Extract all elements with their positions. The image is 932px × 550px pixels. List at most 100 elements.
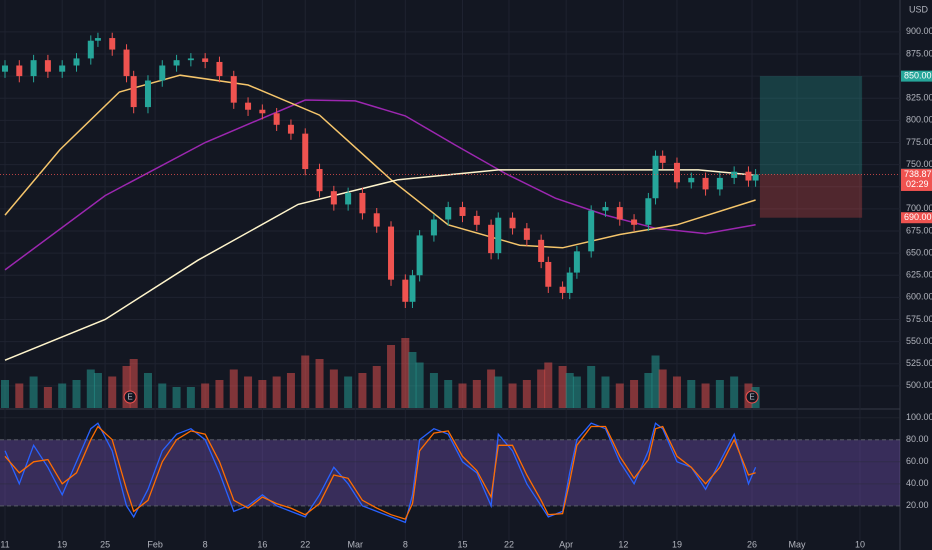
earnings-label: E — [749, 393, 754, 402]
candle-body — [345, 192, 352, 205]
volume-bar — [272, 376, 281, 408]
volume-bar — [43, 387, 52, 408]
candle-body — [416, 235, 423, 276]
y-tick-label: 875.00 — [906, 48, 932, 58]
volume-bar — [158, 383, 167, 408]
volume-bar — [415, 362, 424, 408]
y-tick-label: 500.00 — [906, 380, 932, 390]
volume-bar — [715, 380, 724, 408]
candle-body — [652, 155, 659, 199]
volume-bar — [537, 369, 546, 408]
candle-body — [631, 219, 638, 225]
candle-body — [673, 162, 680, 183]
candle-body — [523, 228, 530, 240]
y-tick-label: 550.00 — [906, 336, 932, 346]
earnings-marker — [745, 390, 759, 404]
volume-bar — [408, 352, 417, 408]
volume-bar — [672, 376, 681, 408]
candle-body — [302, 133, 309, 170]
candle-body — [2, 65, 9, 72]
volume-bar — [108, 376, 117, 408]
x-tick-label: 16 — [257, 539, 267, 549]
y-tick-label: 825.00 — [906, 93, 932, 103]
candle-body — [216, 61, 223, 77]
volume-bar — [143, 373, 152, 408]
candle-body — [488, 224, 495, 254]
volume-bar — [544, 362, 553, 408]
candle-body — [659, 155, 666, 163]
price-label-bg — [901, 168, 932, 191]
price-label: 738.87 — [904, 169, 932, 179]
candle-body — [230, 76, 237, 103]
volume-bar — [572, 376, 581, 408]
candle-body — [330, 191, 337, 205]
candle-body — [602, 207, 609, 211]
volume-bar — [615, 383, 624, 408]
candle-body — [359, 192, 366, 214]
volume-bar — [387, 345, 396, 408]
volume-bar — [58, 383, 67, 408]
volume-bar — [201, 383, 210, 408]
x-tick-label: 25 — [100, 539, 110, 549]
y-tick-label: 750.00 — [906, 159, 932, 169]
y-tick-label: 775.00 — [906, 137, 932, 147]
volume-bar — [730, 376, 739, 408]
volume-bar — [565, 373, 574, 408]
candle-body — [94, 38, 101, 41]
volume-bar — [687, 380, 696, 408]
y-tick-label: 700.00 — [906, 203, 932, 213]
y-tick-label: 40.00 — [906, 478, 929, 488]
volume-bar — [651, 355, 660, 408]
volume-bar — [558, 366, 567, 408]
volume-bar — [1, 380, 10, 408]
y-tick-label: 650.00 — [906, 247, 932, 257]
candle-body — [16, 65, 23, 77]
volume-bar — [701, 383, 710, 408]
volume-bar — [644, 373, 653, 408]
volume-bar — [344, 376, 353, 408]
price-label-bg — [901, 70, 932, 82]
candle-body — [130, 76, 137, 108]
candle-body — [645, 198, 652, 225]
volume-bar — [315, 359, 324, 408]
x-tick-label: Apr — [559, 539, 573, 549]
candle-body — [259, 109, 266, 114]
stop-zone — [759, 174, 863, 218]
volume-bar — [658, 369, 667, 408]
candle-body — [430, 219, 437, 236]
volume-bar — [522, 380, 531, 408]
x-tick-label: 10 — [855, 539, 865, 549]
y-tick-label: 20.00 — [906, 500, 929, 510]
candle-body — [44, 60, 51, 72]
volume-bar — [122, 366, 131, 408]
candle-body — [538, 239, 545, 262]
candle-body — [702, 177, 709, 190]
x-tick-label: 19 — [57, 539, 67, 549]
volume-bar — [401, 338, 410, 408]
volume-bar — [186, 387, 195, 408]
y-tick-label: 600.00 — [906, 292, 932, 302]
volume-bar — [93, 373, 102, 408]
volume-bar — [472, 380, 481, 408]
volume-bar — [129, 359, 138, 408]
volume-bar — [286, 373, 295, 408]
x-tick-label: May — [789, 539, 807, 549]
volume-bar — [508, 383, 517, 408]
candle-body — [752, 174, 759, 181]
volume-bar — [494, 376, 503, 408]
y-tick-label: 575.00 — [906, 314, 932, 324]
volume-bar — [301, 355, 310, 408]
candle-body — [459, 207, 466, 216]
volume-bar — [329, 369, 338, 408]
stoch-line — [4, 425, 756, 520]
volume-bar — [487, 369, 496, 408]
volume-bar — [229, 369, 238, 408]
x-tick-label: 11 — [0, 539, 9, 549]
y-tick-label: 80.00 — [906, 434, 929, 444]
x-tick-label: 15 — [458, 539, 468, 549]
y-tick-label: 60.00 — [906, 456, 929, 466]
candle-body — [573, 251, 580, 273]
candle-body — [373, 213, 380, 227]
x-tick-label: Mar — [348, 539, 364, 549]
candle-body — [409, 275, 416, 302]
